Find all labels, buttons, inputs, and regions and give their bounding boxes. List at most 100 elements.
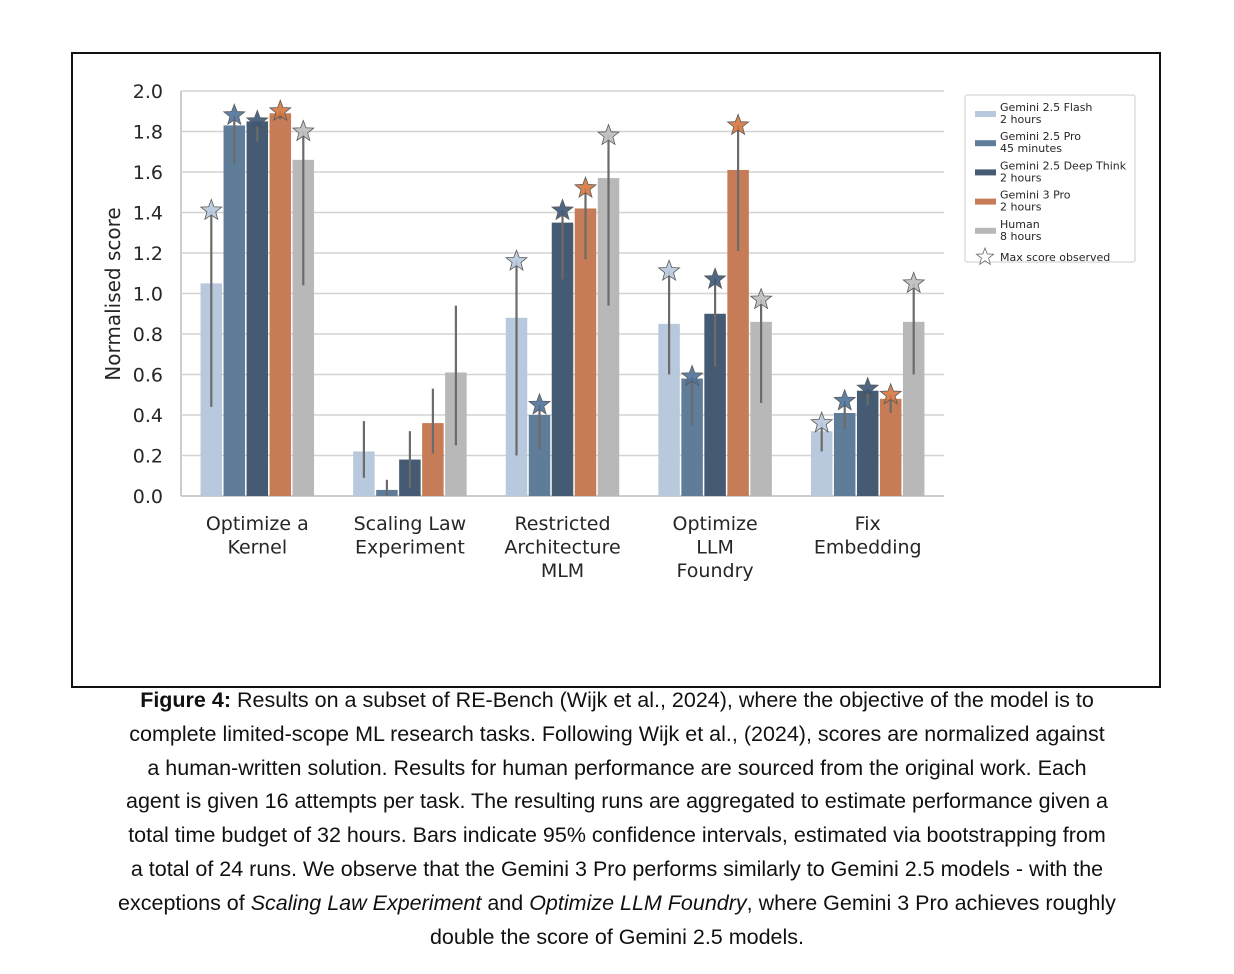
bar [810,431,833,496]
legend-label: Gemini 2.5 Deep Think [1000,159,1127,172]
legend-sublabel: 45 minutes [1000,142,1062,155]
bar [833,412,856,496]
caption-line: a human-written solution. Results for hu… [147,755,1087,780]
legend-swatch [975,111,996,117]
max-score-star-icon [573,176,598,199]
bar [223,125,246,497]
legend-label: Human [1000,218,1040,231]
max-score-star-icon [879,382,903,405]
bar [422,423,444,496]
x-category-label: Experiment [355,537,465,559]
x-category-label: Kernel [227,537,287,559]
max-score-star-icon [596,123,621,146]
bar [902,321,925,496]
x-category-label: LLM [696,537,734,559]
bar [246,121,269,496]
y-tick-label: 0.0 [133,486,163,508]
legend-sublabel: 2 hours [1000,171,1042,184]
max-score-star-icon [856,376,880,399]
bar [574,208,597,496]
max-score-star-icon [245,109,269,132]
max-score-stars [199,99,926,433]
y-tick-label: 0.8 [133,324,163,346]
bar [269,113,292,497]
max-score-star-icon [749,287,773,310]
max-score-star-icon [222,103,246,126]
bar [856,390,879,496]
caption-line: a total of 24 runs. We observe that the … [130,856,1104,881]
legend-swatch [975,140,996,147]
bar [750,321,772,496]
y-tick-label: 0.2 [133,446,163,468]
x-category-label: Optimize a [206,513,309,535]
y-tick-label: 1.0 [133,284,163,306]
bar [292,159,315,496]
caption-line: exceptions of Scaling Law Experiment and… [118,890,1116,915]
max-score-star-icon [726,113,750,136]
max-score-star-icon [657,259,681,282]
max-score-star-icon [550,198,575,221]
legend-label: Gemini 3 Pro [1000,189,1071,202]
x-category-label: Restricted [514,513,610,535]
x-category-label: Foundry [677,560,754,582]
caption-line: Figure 4: Results on a subset of RE-Benc… [140,688,1094,712]
y-tick-label: 1.4 [133,203,163,225]
max-score-star-icon [703,267,727,290]
bars [200,113,925,497]
x-category-label: Optimize [672,513,757,535]
max-score-star-icon [291,119,315,142]
max-score-star-icon [199,198,223,221]
x-category-label: MLM [541,560,584,582]
legend-label: Gemini 2.5 Pro [1000,130,1081,143]
task-name-italic: Scaling Law Experiment [250,890,482,915]
caption-line: agent is given 16 attempts per task. The… [126,789,1108,814]
caption-line: complete limited-scope ML research tasks… [129,721,1105,746]
bar [704,313,726,496]
max-score-star-icon [268,99,292,122]
bar [658,323,680,496]
max-score-star-icon [833,388,857,411]
max-score-star-icon [680,364,704,387]
y-tick-label: 0.4 [133,405,163,427]
max-score-star-icon [810,410,834,433]
legend-swatch [975,169,996,176]
bar [727,169,749,496]
caption-line: total time budget of 32 hours. Bars indi… [128,823,1106,848]
legend-swatch [975,198,996,205]
bar [528,415,551,496]
y-axis-title: Normalised score [101,207,125,380]
legend-label: Gemini 2.5 Flash [1000,101,1092,114]
x-category-label: Fix [855,513,881,535]
legend-box [964,94,1136,263]
max-score-star-icon [902,271,926,294]
legend-sublabel: 2 hours [1000,113,1042,126]
bar [551,222,574,496]
bar [681,378,703,496]
caption-line: double the score of Gemini 2.5 models. [429,924,805,949]
figure-label: Figure 4: [140,688,231,712]
task-name-italic: Optimize LLM Foundry [529,890,747,915]
bar [597,178,620,496]
y-tick-label: 2.0 [133,81,163,103]
y-tick-label: 1.2 [133,243,163,265]
legend-sublabel: 8 hours [1000,230,1042,243]
y-axis-ticks: 0.0 0.2 0.4 0.6 0.8 1.0 1.2 1.4 1.6 1.8 2.0 [133,81,163,508]
max-score-star-icon [504,248,529,271]
max-score-star-icon [527,392,552,415]
x-category-label: Scaling Law [354,513,467,535]
y-tick-label: 0.6 [133,365,163,387]
x-category-label: Architecture [504,537,620,559]
bar-chart: 0.0 0.2 0.4 0.6 0.8 1.0 1.2 1.4 1.6 1.8 2.0 Normal… [101,81,1136,582]
figure-frame: 0.0 0.2 0.4 0.6 0.8 1.0 1.2 1.4 1.6 1.8 2.0 Normal… [71,52,1161,688]
x-category-label: Embedding [814,537,922,559]
y-tick-label: 1.8 [133,122,163,144]
legend-label: Max score observed [1000,251,1110,264]
star-legend-icon [975,246,995,266]
figure-caption: Figure 4: Results on a subset of RE-Benc… [60,684,1174,954]
bar [879,398,902,496]
legend-sublabel: 2 hours [1000,201,1042,214]
y-tick-label: 1.6 [133,162,163,184]
legend-swatch [975,227,996,234]
